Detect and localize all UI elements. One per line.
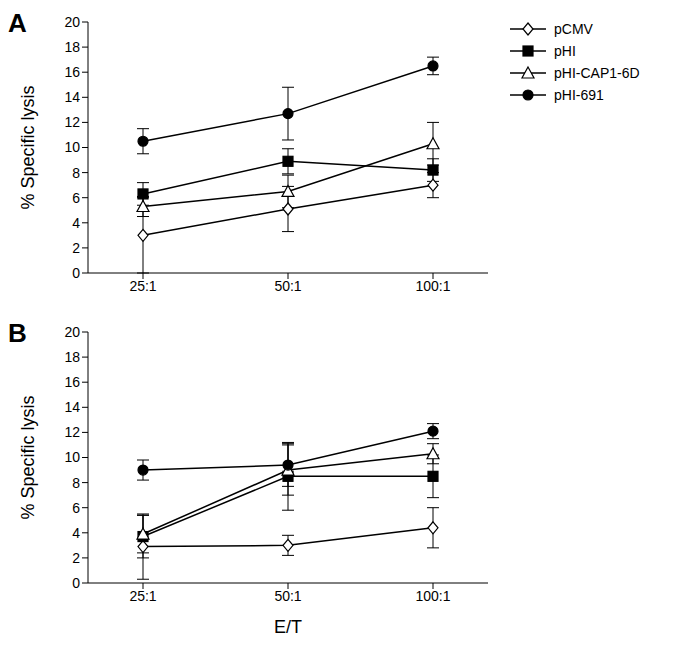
svg-text:16: 16 bbox=[64, 64, 80, 80]
svg-text:E/T: E/T bbox=[274, 617, 302, 637]
svg-text:14: 14 bbox=[64, 399, 80, 415]
svg-text:% Specific lysis: % Specific lysis bbox=[18, 395, 38, 519]
svg-text:18: 18 bbox=[64, 39, 80, 55]
svg-text:0: 0 bbox=[72, 575, 80, 591]
svg-text:6: 6 bbox=[72, 500, 80, 516]
html-text:A: A bbox=[8, 8, 27, 38]
svg-text:10: 10 bbox=[64, 449, 80, 465]
html-text:pCMV: pCMV bbox=[554, 21, 593, 37]
svg-text:2: 2 bbox=[72, 550, 80, 566]
html-text:pHI-691: pHI-691 bbox=[554, 87, 604, 103]
svg-text:10: 10 bbox=[64, 139, 80, 155]
svg-text:4: 4 bbox=[72, 215, 80, 231]
svg-text:8: 8 bbox=[72, 165, 80, 181]
svg-text:50:1: 50:1 bbox=[274, 588, 301, 604]
svg-text:6: 6 bbox=[72, 190, 80, 206]
svg-text:16: 16 bbox=[64, 374, 80, 390]
svg-text:14: 14 bbox=[64, 89, 80, 105]
html-text:pHI: pHI bbox=[554, 43, 576, 59]
svg-text:12: 12 bbox=[64, 424, 80, 440]
html-text:pHI-CAP1-6D: pHI-CAP1-6D bbox=[554, 65, 640, 81]
svg-text:100:1: 100:1 bbox=[415, 278, 450, 294]
svg-text:12: 12 bbox=[64, 114, 80, 130]
svg-text:25:1: 25:1 bbox=[129, 588, 156, 604]
svg-text:18: 18 bbox=[64, 349, 80, 365]
svg-text:50:1: 50:1 bbox=[274, 278, 301, 294]
svg-text:20: 20 bbox=[64, 324, 80, 340]
svg-text:25:1: 25:1 bbox=[129, 278, 156, 294]
html-text:B: B bbox=[8, 318, 27, 348]
svg-text:0: 0 bbox=[72, 265, 80, 281]
svg-text:100:1: 100:1 bbox=[415, 588, 450, 604]
svg-text:2: 2 bbox=[72, 240, 80, 256]
svg-text:% Specific lysis: % Specific lysis bbox=[18, 85, 38, 209]
svg-text:4: 4 bbox=[72, 525, 80, 541]
svg-text:8: 8 bbox=[72, 475, 80, 491]
svg-text:20: 20 bbox=[64, 14, 80, 30]
